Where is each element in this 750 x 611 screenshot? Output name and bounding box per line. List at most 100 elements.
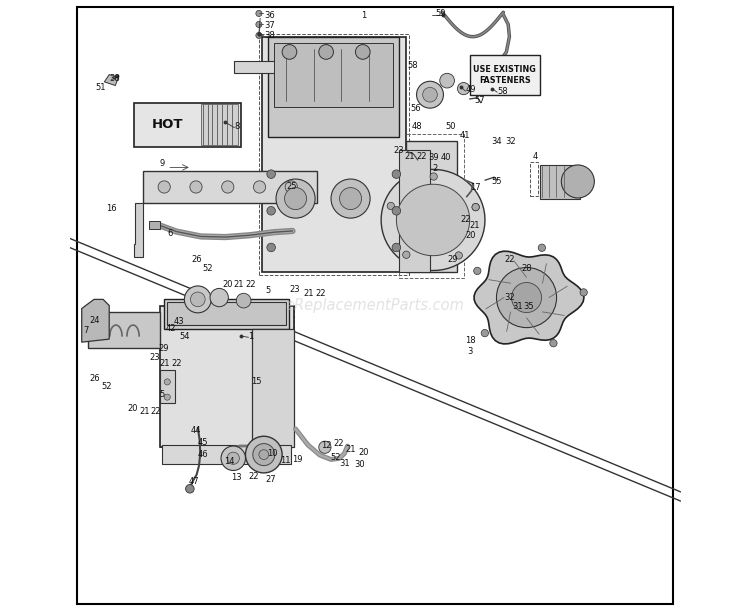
Polygon shape xyxy=(82,299,110,342)
Polygon shape xyxy=(149,221,160,229)
Bar xyxy=(160,306,294,447)
Text: 12: 12 xyxy=(320,441,331,450)
Text: 48: 48 xyxy=(412,122,422,131)
Text: 38: 38 xyxy=(110,75,120,83)
Text: 52: 52 xyxy=(101,382,112,390)
Circle shape xyxy=(259,450,268,459)
Text: 3: 3 xyxy=(467,347,472,356)
Circle shape xyxy=(482,329,488,337)
Text: 50: 50 xyxy=(446,122,456,131)
Text: 26: 26 xyxy=(192,255,202,263)
Text: 19: 19 xyxy=(292,455,303,464)
Text: 28: 28 xyxy=(522,264,532,273)
Polygon shape xyxy=(397,185,470,255)
Text: 40: 40 xyxy=(440,153,451,162)
Text: 21: 21 xyxy=(346,445,356,453)
Text: 55: 55 xyxy=(491,177,502,186)
Circle shape xyxy=(158,181,170,193)
Circle shape xyxy=(440,73,454,88)
Circle shape xyxy=(392,207,400,215)
Circle shape xyxy=(561,165,594,198)
Polygon shape xyxy=(268,37,400,137)
Text: 21: 21 xyxy=(159,359,170,368)
Circle shape xyxy=(221,446,245,470)
Circle shape xyxy=(256,32,262,38)
Circle shape xyxy=(164,394,170,400)
Circle shape xyxy=(496,268,556,327)
Circle shape xyxy=(340,188,362,210)
Circle shape xyxy=(164,379,170,385)
Text: 15: 15 xyxy=(251,377,262,386)
Text: 22: 22 xyxy=(334,439,344,448)
Text: 22: 22 xyxy=(316,289,326,298)
Text: 34: 34 xyxy=(491,137,502,146)
Circle shape xyxy=(276,179,315,218)
Text: 7: 7 xyxy=(83,326,88,335)
Circle shape xyxy=(550,340,557,347)
Text: 35: 35 xyxy=(523,302,533,311)
Text: HOT: HOT xyxy=(152,118,183,131)
Circle shape xyxy=(319,45,334,59)
Bar xyxy=(470,55,540,95)
Text: 2: 2 xyxy=(433,164,438,173)
Circle shape xyxy=(284,188,307,210)
Text: 41: 41 xyxy=(459,131,470,139)
Text: 52: 52 xyxy=(331,453,341,461)
Text: 5: 5 xyxy=(159,390,164,398)
Text: 23: 23 xyxy=(393,146,404,155)
Text: USE EXISTING
FASTENERS: USE EXISTING FASTENERS xyxy=(473,65,536,84)
Text: 21: 21 xyxy=(303,289,313,298)
Text: 36: 36 xyxy=(264,12,274,20)
Text: 26: 26 xyxy=(89,374,100,382)
Text: 23: 23 xyxy=(290,285,300,294)
Text: 10: 10 xyxy=(267,449,278,458)
Text: 21: 21 xyxy=(404,152,415,161)
Text: 21: 21 xyxy=(140,408,150,416)
Polygon shape xyxy=(406,141,457,272)
Text: 37: 37 xyxy=(264,21,274,30)
Text: 30: 30 xyxy=(354,460,364,469)
Text: 22: 22 xyxy=(248,472,259,481)
Circle shape xyxy=(356,45,370,59)
Text: 22: 22 xyxy=(151,408,161,416)
Text: 52: 52 xyxy=(202,265,213,273)
Polygon shape xyxy=(381,169,485,271)
Polygon shape xyxy=(142,171,317,203)
Text: 11: 11 xyxy=(280,456,291,464)
Text: 20: 20 xyxy=(358,448,368,456)
Circle shape xyxy=(236,293,251,308)
Circle shape xyxy=(210,288,228,307)
Text: 42: 42 xyxy=(166,324,176,333)
Text: 51: 51 xyxy=(96,84,106,92)
Circle shape xyxy=(416,81,443,108)
Text: 21: 21 xyxy=(233,280,244,289)
Text: 58: 58 xyxy=(497,87,508,95)
Text: 22: 22 xyxy=(171,359,182,368)
Polygon shape xyxy=(160,306,294,447)
Circle shape xyxy=(184,286,211,313)
Circle shape xyxy=(331,179,370,218)
Polygon shape xyxy=(235,61,290,73)
Text: 32: 32 xyxy=(505,293,515,302)
Circle shape xyxy=(267,170,275,178)
Circle shape xyxy=(256,21,262,27)
Text: 21: 21 xyxy=(470,221,480,230)
Text: 59: 59 xyxy=(435,9,445,18)
Polygon shape xyxy=(167,302,286,325)
Text: 6: 6 xyxy=(167,229,172,238)
Circle shape xyxy=(538,244,545,251)
Circle shape xyxy=(458,82,470,95)
Polygon shape xyxy=(162,445,291,464)
Text: 13: 13 xyxy=(232,474,242,482)
Text: 45: 45 xyxy=(198,438,208,447)
Circle shape xyxy=(319,441,331,453)
Circle shape xyxy=(474,267,481,274)
Circle shape xyxy=(285,181,298,193)
Polygon shape xyxy=(134,203,142,257)
Text: 29: 29 xyxy=(158,344,169,353)
Circle shape xyxy=(256,10,262,16)
Text: 49: 49 xyxy=(466,86,476,94)
Text: 44: 44 xyxy=(191,426,202,434)
Circle shape xyxy=(282,45,297,59)
Circle shape xyxy=(267,243,275,252)
